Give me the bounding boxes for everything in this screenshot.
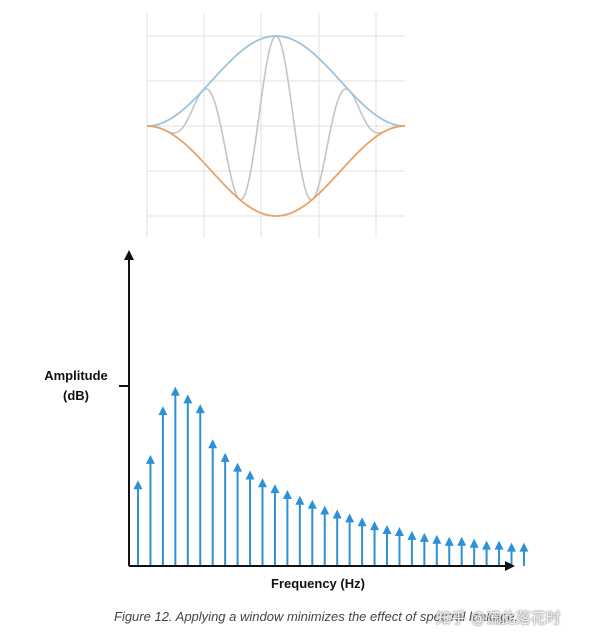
spectrum-bar-arrowhead-7 xyxy=(220,452,230,462)
spectrum-bar-arrowhead-3 xyxy=(170,386,180,396)
spectrum-bar-arrowhead-16 xyxy=(332,509,342,519)
spectrum-bar-arrowhead-1 xyxy=(145,454,155,464)
spectrum-bar-arrowhead-31 xyxy=(519,542,529,552)
figure-caption: Figure 12. Applying a window minimizes t… xyxy=(114,609,519,624)
spectrum-bar-arrowhead-4 xyxy=(183,394,193,404)
x-axis-label: Frequency (Hz) xyxy=(271,576,365,591)
spectrum-bar-arrowhead-15 xyxy=(320,505,330,515)
windowed-signal-curve xyxy=(147,35,405,201)
spectrum-bar-arrowhead-23 xyxy=(419,532,429,542)
spectrum-bar-arrowhead-2 xyxy=(158,406,168,416)
spectrum-bar-arrowhead-13 xyxy=(295,495,305,505)
window-plot-grid xyxy=(146,13,405,238)
window-plot xyxy=(146,13,406,238)
spectrum-bar-arrowhead-17 xyxy=(345,513,355,523)
spectrum-bar-arrowhead-29 xyxy=(494,540,504,550)
spectrum-bar-arrowhead-19 xyxy=(370,521,380,531)
y-axis-label-line1: Amplitude xyxy=(44,368,108,383)
spectrum-bar-arrowhead-11 xyxy=(270,484,280,494)
x-axis-arrowhead xyxy=(505,561,515,571)
spectrum-bar-arrowhead-25 xyxy=(444,536,454,546)
spectrum-chart: Amplitude (dB) Frequency (Hz) xyxy=(44,250,529,591)
spectrum-axes xyxy=(119,250,515,571)
y-axis-arrowhead xyxy=(124,250,134,260)
spectrum-bar-arrowhead-12 xyxy=(282,489,292,499)
spectrum-bar-arrowhead-9 xyxy=(245,470,255,480)
y-axis-label-line2: (dB) xyxy=(63,388,89,403)
spectrum-bar-arrowhead-18 xyxy=(357,517,367,527)
spectrum-bars xyxy=(133,386,529,566)
spectrum-bar-arrowhead-21 xyxy=(394,527,404,536)
spectrum-bar-arrowhead-27 xyxy=(469,538,479,548)
spectrum-bar-arrowhead-6 xyxy=(208,439,218,449)
spectrum-bar-arrowhead-5 xyxy=(195,404,205,414)
spectrum-bar-arrowhead-26 xyxy=(457,536,467,546)
spectrum-bar-arrowhead-8 xyxy=(233,462,243,472)
spectrum-bar-arrowhead-0 xyxy=(133,480,143,490)
spectrum-bar-arrowhead-22 xyxy=(407,530,417,540)
watermark: 知乎 @谎此落花时 xyxy=(436,609,561,627)
spectrum-bar-arrowhead-24 xyxy=(432,534,442,544)
window-envelope-lower xyxy=(146,125,406,217)
spectrum-bar-arrowhead-30 xyxy=(507,542,516,552)
spectrum-bar-arrowhead-20 xyxy=(382,525,392,535)
window-envelope-upper xyxy=(146,35,406,127)
spectrum-bar-arrowhead-10 xyxy=(258,478,267,488)
spectrum-bar-arrowhead-28 xyxy=(482,540,492,550)
spectrum-bar-arrowhead-14 xyxy=(307,499,317,509)
